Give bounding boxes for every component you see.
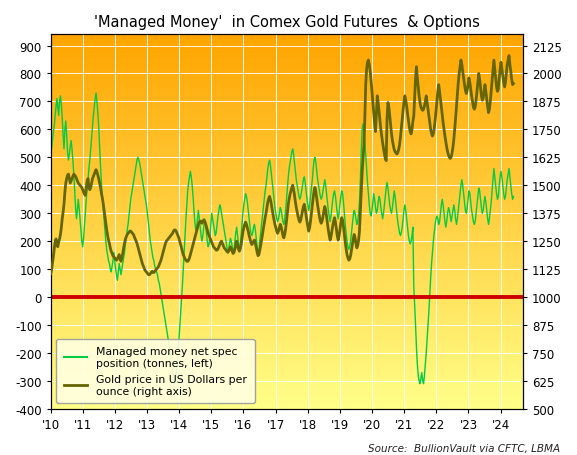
Title: 'Managed Money'  in Comex Gold Futures  & Options: 'Managed Money' in Comex Gold Futures & … (94, 15, 480, 30)
Text: Source:  BullionVault via CFTC, LBMA: Source: BullionVault via CFTC, LBMA (368, 443, 560, 453)
Legend: Managed money net spec
position (tonnes, left), Gold price in US Dollars per
oun: Managed money net spec position (tonnes,… (56, 339, 254, 404)
